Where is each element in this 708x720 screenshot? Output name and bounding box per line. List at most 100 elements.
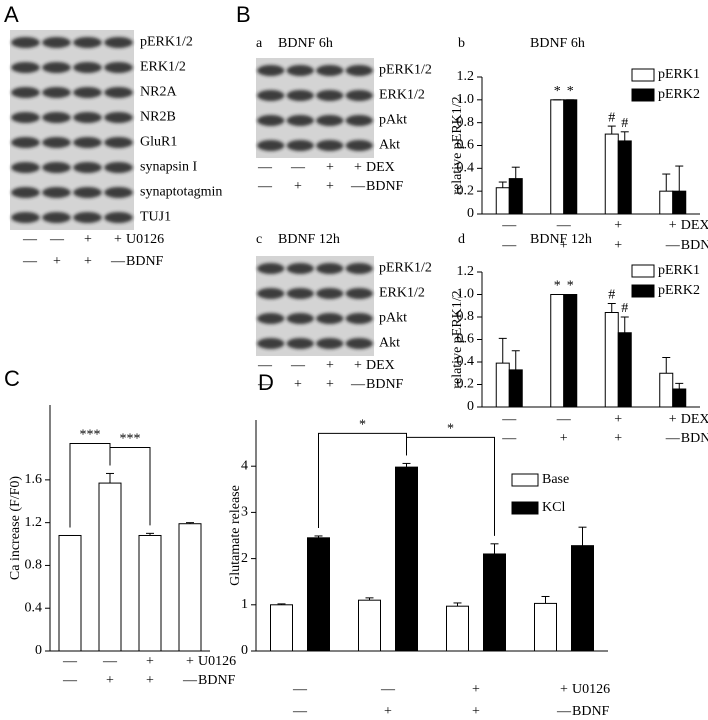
significance-mark: * [567,84,574,99]
treatment-sign: + [84,232,92,247]
treatment-label: BDNF [366,179,404,194]
treatment-sign: + [326,358,334,373]
blot-band [345,90,373,101]
y-tick-label: 0.8 [457,115,475,130]
bar [138,534,162,652]
treatment-sign: — [350,377,366,392]
treatment-sign: + [614,218,622,233]
blot-band [257,288,285,299]
band-label: pAkt [379,113,407,128]
y-tick-label: 0.4 [457,161,475,176]
y-tick-label: 0 [467,399,474,414]
y-tick-label: 0.2 [457,183,475,198]
legend-label: Base [542,472,569,487]
treatment-sign: — [292,682,308,697]
bar [270,604,293,652]
blot-band [73,162,102,173]
treatment-label: DEX [366,160,395,175]
treatment-label: DEX [366,358,395,373]
treatment-sign: + [146,673,154,688]
blot-band [316,140,344,151]
y-tick-label: 3 [241,505,248,520]
bar [563,294,578,408]
y-axis-label: Ca increase (F/F0) [8,476,23,581]
blot-band [42,187,71,198]
treatment-label: BDNF [126,254,164,269]
y-tick-label: 1.0 [457,287,475,302]
legend-swatch [631,68,655,82]
significance-bracket [406,436,495,536]
blot-band [316,90,344,101]
blot-band [345,115,373,126]
bar [395,466,418,652]
treatment-sign: — [102,654,118,669]
blot-band [73,112,102,123]
band-label: pERK1/2 [140,35,193,50]
y-tick-label: 0.6 [457,138,475,153]
y-axis-label: Glutamate release [228,485,243,586]
panel-letter: a [256,36,263,51]
blot-background [10,30,134,230]
blot-band [73,212,102,223]
blot-band [286,338,314,349]
treatment-label: BDNF [681,431,708,446]
blot-band [42,112,71,123]
treatment-sign: + [146,654,154,669]
treatment-sign: + [614,238,622,253]
bar [617,140,632,215]
bar [98,482,122,652]
blot-band [73,62,102,73]
y-tick-label: 0.8 [25,558,43,573]
blot-band [42,137,71,148]
y-tick-label: 2 [241,551,248,566]
bar [508,369,523,408]
treatment-label: BDNF [681,238,708,253]
treatment-sign: + [114,232,122,247]
treatment-sign: + [53,254,61,269]
blot-band [345,288,373,299]
treatment-sign: + [294,179,302,194]
significance-label: *** [80,428,101,443]
treatment-label: U0126 [572,682,610,697]
treatment-sign: — [501,218,517,233]
blot-band [11,87,40,98]
blot-title: BDNF 12h [278,232,340,247]
blot-band [11,62,40,73]
blot-band [42,212,71,223]
treatment-sign: — [257,377,273,392]
blot-band [104,162,133,173]
significance-label: *** [120,432,141,447]
band-label: synapsin I [140,160,198,175]
treatment-sign: — [22,232,38,247]
blot-band [11,137,40,148]
significance-mark: * [554,279,561,294]
treatment-label: BDNF [366,377,404,392]
treatment-sign: + [354,358,362,373]
panel-letter: C [4,366,20,391]
significance-mark: # [608,110,615,125]
significance-mark: * [567,279,574,294]
band-label: GluR1 [140,135,177,150]
treatment-sign: + [472,682,480,697]
legend-swatch [631,264,655,278]
blot-band [345,263,373,274]
legend-label: KCl [542,500,565,515]
band-label: NR2B [140,110,176,125]
bar [307,537,330,652]
blot-title: BDNF 6h [278,36,333,51]
bar [508,178,523,215]
panel-letter: c [256,232,262,247]
bar [495,187,510,215]
blot-band [73,37,102,48]
blot-band [286,313,314,324]
blot-band [345,140,373,151]
treatment-sign: — [556,704,572,719]
treatment-sign: — [62,654,78,669]
band-label: Akt [379,336,400,351]
band-label: ERK1/2 [379,88,425,103]
treatment-label: BDNF [572,704,610,719]
treatment-sign: — [290,358,306,373]
band-label: NR2A [140,85,177,100]
y-tick-label: 0 [241,643,248,658]
